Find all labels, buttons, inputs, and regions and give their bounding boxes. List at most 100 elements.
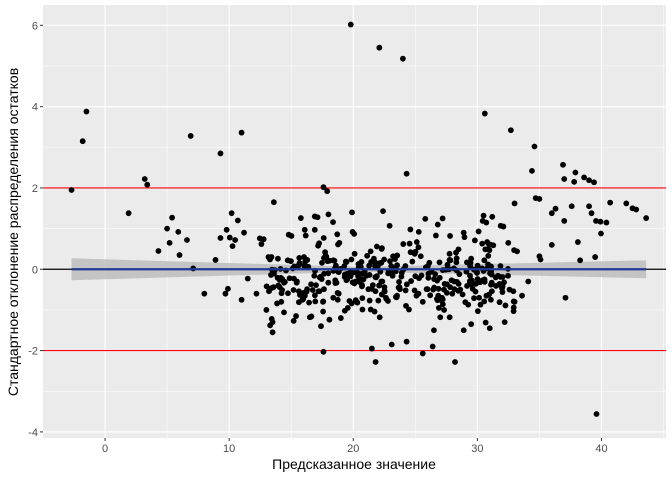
data-point <box>532 195 539 202</box>
data-point <box>244 275 251 282</box>
data-point <box>562 294 569 301</box>
minor-grid <box>43 5 666 438</box>
data-point <box>497 274 504 280</box>
data-point <box>519 292 525 299</box>
data-point <box>407 226 414 233</box>
data-point <box>548 210 555 217</box>
data-point <box>366 297 373 304</box>
data-point <box>497 222 504 229</box>
data-point <box>474 276 481 282</box>
data-point <box>444 261 451 268</box>
data-point <box>68 187 75 193</box>
x-tick-label: 10 <box>223 443 235 455</box>
data-point <box>577 257 584 264</box>
data-point <box>446 257 453 263</box>
data-point <box>489 213 496 220</box>
data-point <box>320 184 327 191</box>
data-point <box>319 259 325 266</box>
data-point <box>296 260 303 267</box>
data-point <box>435 305 442 311</box>
data-point <box>581 174 587 181</box>
data-point <box>479 217 486 224</box>
data-point <box>485 252 492 259</box>
y-tick-label: 2 <box>32 183 38 195</box>
data-point <box>427 292 434 299</box>
data-point <box>468 321 475 328</box>
data-point <box>380 208 386 215</box>
data-point <box>486 325 493 332</box>
data-point <box>314 214 321 221</box>
data-point <box>412 273 419 280</box>
data-point <box>184 237 190 243</box>
data-point <box>359 295 366 302</box>
data-point <box>643 215 650 221</box>
data-point <box>222 290 229 297</box>
data-point <box>436 274 443 281</box>
data-point <box>352 278 359 285</box>
data-point <box>460 327 467 334</box>
data-point <box>343 259 350 265</box>
data-point <box>593 217 599 224</box>
data-point <box>326 316 333 323</box>
data-point <box>155 248 162 254</box>
data-point <box>571 178 578 185</box>
data-point <box>303 288 310 295</box>
data-point <box>402 263 409 269</box>
data-point <box>436 259 443 266</box>
data-point <box>444 281 450 288</box>
data-point <box>472 288 479 295</box>
data-point <box>482 319 489 326</box>
data-point <box>293 313 299 319</box>
data-point <box>486 247 493 254</box>
data-point <box>223 226 230 233</box>
data-point <box>141 176 148 182</box>
data-point <box>276 284 283 291</box>
data-point <box>435 292 442 299</box>
data-point <box>301 226 308 233</box>
data-point <box>296 288 302 295</box>
data-point <box>311 226 318 233</box>
data-point <box>561 217 568 224</box>
data-point <box>502 302 509 309</box>
data-point <box>371 308 378 315</box>
data-point <box>435 285 442 292</box>
x-axis-ticks: 0 10 20 30 40 <box>102 438 608 455</box>
x-tick-label: 40 <box>595 443 607 455</box>
data-point <box>453 259 460 266</box>
data-point <box>372 359 379 365</box>
data-point <box>492 274 499 281</box>
data-point <box>400 241 407 247</box>
data-point <box>552 205 559 212</box>
data-point <box>403 302 409 309</box>
data-point <box>325 211 332 218</box>
data-point <box>320 308 326 315</box>
data-point <box>465 301 472 308</box>
x-axis-title: Предсказанное значение <box>272 456 436 472</box>
data-point <box>430 286 437 293</box>
data-point <box>330 294 337 301</box>
data-point <box>378 278 385 285</box>
data-point <box>496 281 503 287</box>
data-point <box>413 239 420 245</box>
data-point <box>531 143 538 150</box>
data-point <box>238 296 245 303</box>
data-point <box>376 260 383 267</box>
data-point <box>238 129 245 136</box>
data-point <box>201 290 208 297</box>
data-point <box>372 263 378 269</box>
data-point <box>258 241 265 247</box>
data-point <box>175 228 182 235</box>
data-point <box>474 262 481 269</box>
data-point <box>497 263 504 269</box>
data-point <box>433 232 439 239</box>
data-point <box>392 294 399 300</box>
data-point <box>268 315 275 322</box>
data-point <box>229 243 236 250</box>
data-point <box>324 188 331 195</box>
data-point <box>312 292 318 299</box>
data-point <box>281 278 288 285</box>
data-point <box>388 263 395 269</box>
data-point <box>187 133 194 139</box>
data-point <box>633 206 640 213</box>
data-point <box>403 170 410 177</box>
